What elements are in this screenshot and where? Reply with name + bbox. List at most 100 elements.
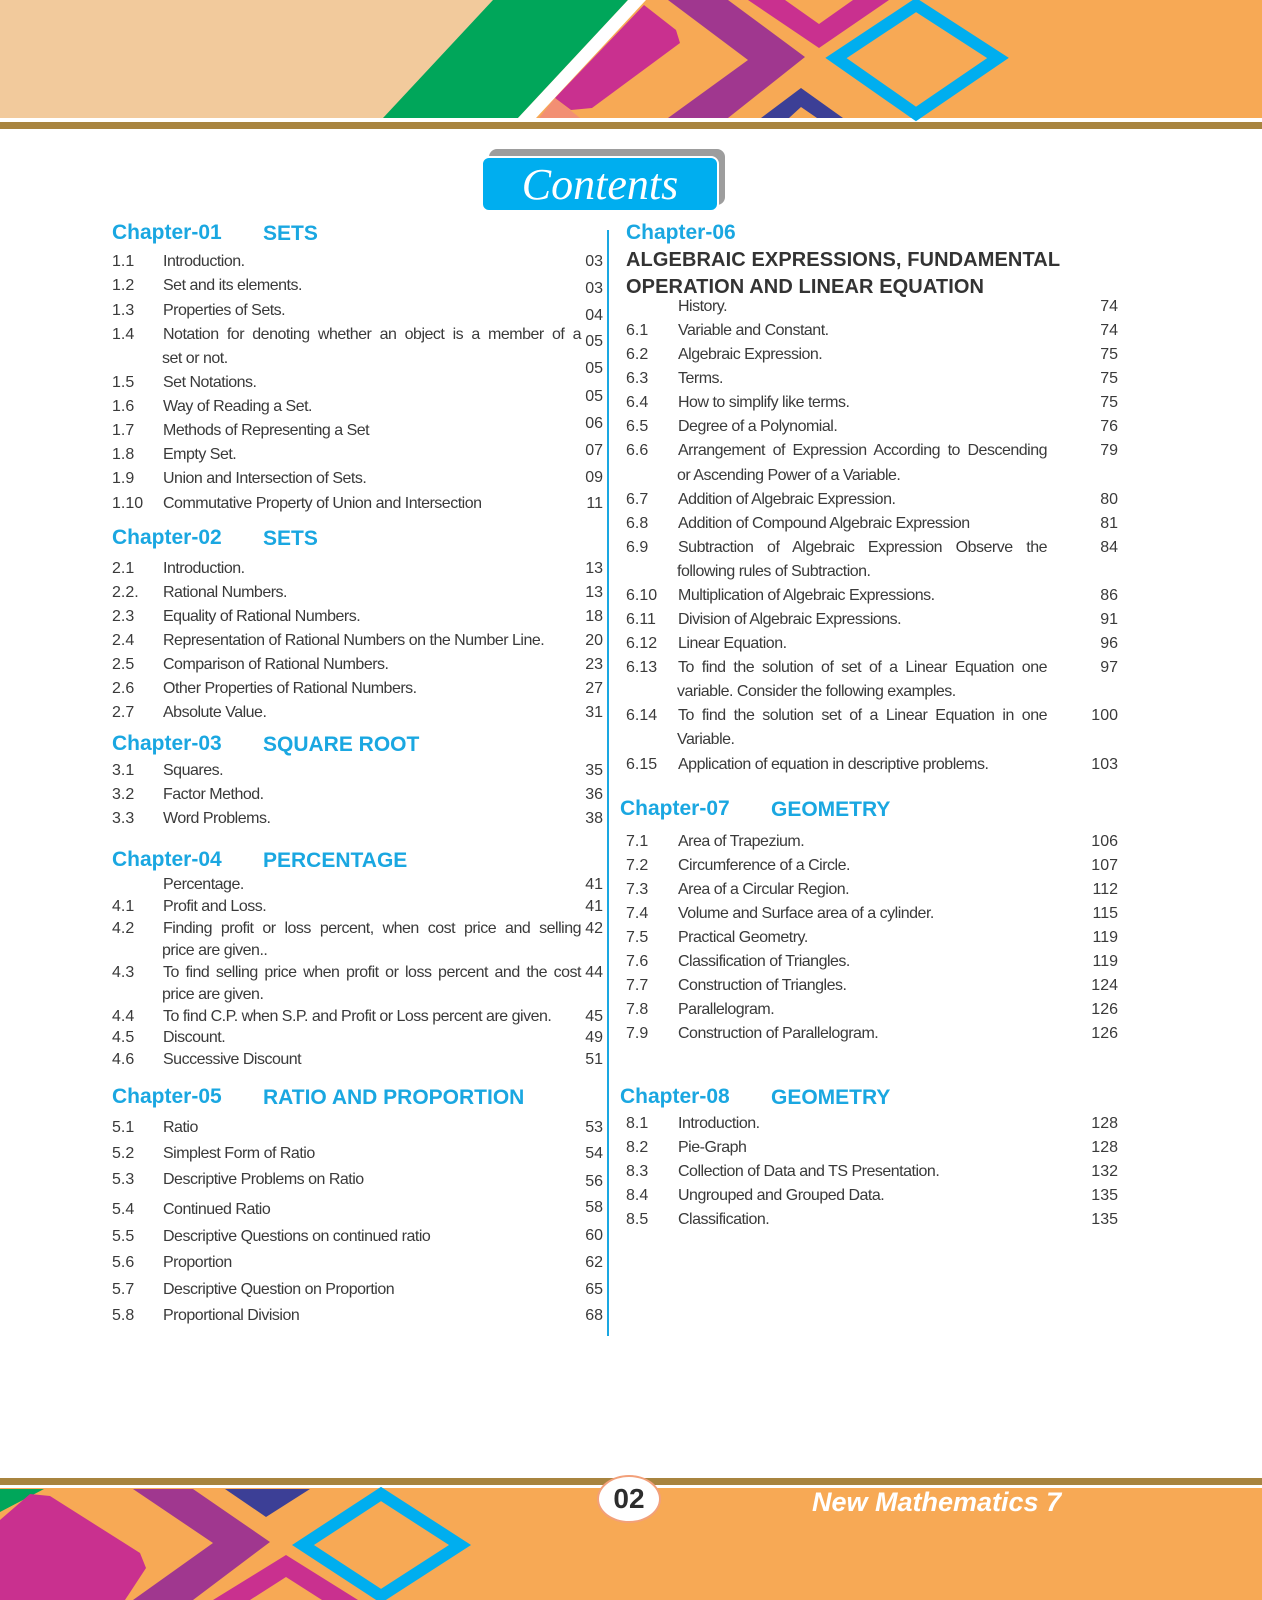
toc-entry-link[interactable]: Classification of Triangles.: [678, 953, 850, 970]
toc-entry-link[interactable]: Methods of Representing a Set: [163, 422, 370, 439]
toc-entry-link[interactable]: Application of equation in descriptive p…: [678, 756, 989, 773]
toc-entry-link[interactable]: Discount.: [163, 1029, 226, 1046]
toc-entry-link[interactable]: To find the solution of set of a Linear …: [678, 659, 1048, 676]
toc-entry-link[interactable]: price are given..: [162, 942, 268, 959]
toc-entry-link[interactable]: Construction of Parallelogram.: [678, 1025, 879, 1042]
toc-entry-link[interactable]: Set Notations.: [163, 374, 257, 391]
toc-entry-link[interactable]: Arrangement of Expression According to D…: [678, 442, 1048, 459]
toc-entry-link[interactable]: Practical Geometry.: [678, 929, 808, 946]
toc-entry-link[interactable]: Ratio: [163, 1119, 198, 1136]
page-number-ref: 76: [1100, 418, 1118, 435]
page-number-ref: 31: [585, 704, 603, 721]
section-number: 6.10: [626, 587, 658, 604]
section-number: 2.6: [112, 680, 135, 697]
toc-entry-link[interactable]: Construction of Triangles.: [678, 977, 847, 994]
toc-entry-link[interactable]: Absolute Value.: [163, 704, 267, 721]
toc-entry-link[interactable]: variable. Consider the following example…: [677, 683, 956, 700]
section-number: 7.8: [626, 1001, 649, 1018]
banner-magenta-v: [748, 0, 889, 48]
page-number-ref: 135: [1091, 1187, 1118, 1204]
toc-entry-link[interactable]: Percentage.: [163, 876, 244, 893]
toc-entry-link[interactable]: Classification.: [678, 1211, 770, 1228]
toc-entry-link[interactable]: Area of a Circular Region.: [678, 881, 850, 898]
toc-entry-link[interactable]: Circumference of a Circle.: [678, 857, 850, 874]
toc-entry-link[interactable]: Factor Method.: [163, 786, 264, 803]
toc-entry-link[interactable]: Successive Discount: [163, 1051, 302, 1068]
toc-entry-link[interactable]: Parallelogram.: [678, 1001, 775, 1018]
toc-entry-link[interactable]: Introduction.: [163, 253, 245, 270]
section-number: 1.2: [112, 277, 135, 294]
toc-entry-link[interactable]: Way of Reading a Set.: [163, 398, 313, 415]
page-number-ref: 45: [585, 1008, 603, 1025]
section-number: 1.9: [112, 470, 135, 487]
toc-entry-link[interactable]: Word Problems.: [163, 810, 271, 827]
toc-entry-link[interactable]: Terms.: [678, 370, 724, 387]
toc-entry-link[interactable]: Pie-Graph: [678, 1139, 747, 1156]
toc-entry-link[interactable]: Empty Set.: [163, 446, 237, 463]
toc-entry-link[interactable]: Subtraction of Algebraic Expression Obse…: [678, 539, 1048, 556]
section-number: 6.15: [626, 756, 658, 773]
toc-entry-link[interactable]: Representation of Rational Numbers on th…: [163, 632, 545, 649]
toc-entry-link[interactable]: Equality of Rational Numbers.: [163, 608, 361, 625]
toc-entry-link[interactable]: To find C.P. when S.P. and Profit or Los…: [163, 1008, 552, 1025]
toc-entry-link[interactable]: Division of Algebraic Expressions.: [678, 611, 902, 628]
footer-purple-chevron: [133, 1489, 270, 1600]
toc-entry-link[interactable]: Degree of a Polynomial.: [678, 418, 838, 435]
toc-entry-link[interactable]: Rational Numbers.: [163, 584, 288, 601]
section-number: 2.4: [112, 632, 135, 649]
section-number: 5.5: [112, 1228, 135, 1245]
chapter-title: SETS: [263, 222, 318, 245]
footer-banner: [0, 1478, 1262, 1600]
page-number-ref: 41: [585, 898, 603, 915]
toc-entry-link[interactable]: Descriptive Question on Proportion: [163, 1281, 395, 1298]
toc-entry-link[interactable]: Squares.: [163, 762, 224, 779]
toc-entry-link[interactable]: Continued Ratio: [163, 1201, 271, 1218]
toc-entry-link[interactable]: Linear Equation.: [678, 635, 787, 652]
toc-entry-link[interactable]: Proportion: [163, 1254, 232, 1271]
page-number-ref: 75: [1100, 346, 1118, 363]
toc-entry-link[interactable]: Commutative Property of Union and Inters…: [163, 495, 482, 512]
toc-entry-link[interactable]: History.: [678, 298, 728, 315]
section-number: 6.2: [626, 346, 649, 363]
toc-entry-link[interactable]: Properties of Sets.: [163, 302, 286, 319]
page-number-ref: 126: [1091, 1001, 1118, 1018]
section-number: 1.5: [112, 374, 135, 391]
page-title: Contents: [521, 160, 679, 209]
toc-entry-link[interactable]: Other Properties of Rational Numbers.: [163, 680, 417, 697]
page-number-ref: 05: [585, 360, 603, 377]
toc-entry-link[interactable]: Notation for denoting whether an object …: [163, 326, 582, 343]
toc-entry-link[interactable]: Ungrouped and Grouped Data.: [678, 1187, 885, 1204]
page-number-ref: 97: [1100, 659, 1118, 676]
toc-entry-link[interactable]: Addition of Algebraic Expression.: [678, 491, 896, 508]
page-number: 02: [597, 1475, 661, 1523]
toc-entry-link[interactable]: Volume and Surface area of a cylinder.: [678, 905, 934, 922]
toc-entry-link[interactable]: Variable and Constant.: [678, 322, 829, 339]
toc-entry-link[interactable]: Addition of Compound Algebraic Expressio…: [678, 515, 970, 532]
toc-entry-link[interactable]: price are given.: [162, 986, 264, 1003]
page-number-ref: 03: [585, 253, 603, 270]
toc-entry-link[interactable]: Variable.: [677, 731, 735, 748]
toc-entry-link[interactable]: set or not.: [162, 350, 228, 367]
toc-entry-link[interactable]: Comparison of Rational Numbers.: [163, 656, 389, 673]
toc-entry-link[interactable]: How to simplify like terms.: [678, 394, 850, 411]
toc-entry-link[interactable]: Multiplication of Algebraic Expressions.: [678, 587, 935, 604]
chapter-label: Chapter-04: [112, 848, 222, 871]
toc-entry-link[interactable]: Area of Trapezium.: [678, 833, 805, 850]
toc-entry-link[interactable]: or Ascending Power of a Variable.: [677, 467, 901, 484]
toc-entry-link[interactable]: To find the solution set of a Linear Equ…: [678, 707, 1048, 724]
toc-entry-link[interactable]: Descriptive Problems on Ratio: [163, 1171, 364, 1188]
toc-entry-link[interactable]: Introduction.: [163, 560, 245, 577]
toc-entry-link[interactable]: Introduction.: [678, 1115, 760, 1132]
toc-entry-link[interactable]: Union and Intersection of Sets.: [163, 470, 367, 487]
toc-entry-link[interactable]: Descriptive Questions on continued ratio: [163, 1228, 431, 1245]
toc-entry-link[interactable]: Algebraic Expression.: [678, 346, 823, 363]
toc-entry-link[interactable]: To find selling price when profit or los…: [163, 964, 582, 981]
toc-entry-link[interactable]: Set and its elements.: [163, 277, 302, 294]
toc-entry-link[interactable]: Simplest Form of Ratio: [163, 1145, 315, 1162]
toc-entry-link[interactable]: following rules of Subtraction.: [677, 563, 871, 580]
footer-navy-v: [225, 1489, 310, 1517]
toc-entry-link[interactable]: Proportional Division: [163, 1307, 300, 1324]
toc-entry-link[interactable]: Profit and Loss.: [163, 898, 267, 915]
toc-entry-link[interactable]: Collection of Data and TS Presentation.: [678, 1163, 940, 1180]
toc-entry-link[interactable]: Finding profit or loss percent, when cos…: [163, 920, 582, 937]
